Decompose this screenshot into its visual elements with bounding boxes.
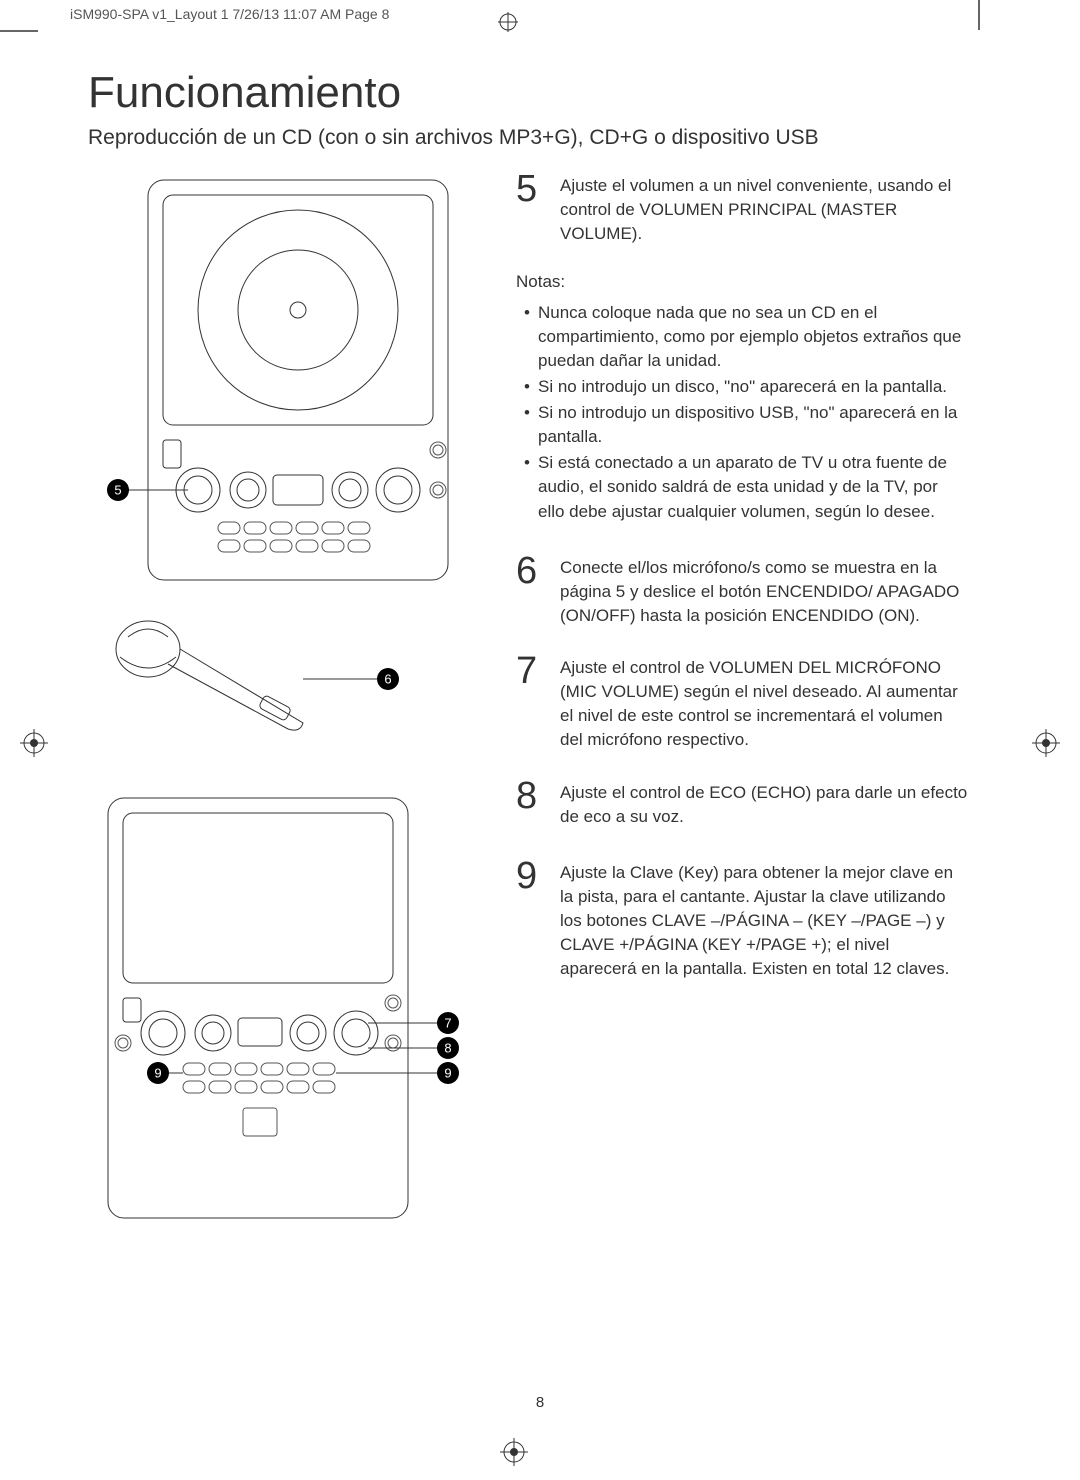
- page-title: Funcionamiento: [88, 68, 968, 118]
- step-number: 5: [516, 170, 542, 246]
- print-header: iSM990-SPA v1_Layout 1 7/26/13 11:07 AM …: [70, 6, 389, 22]
- text-column: 5 Ajuste el volumen a un nivel convenien…: [516, 170, 968, 1247]
- step-text: Ajuste el control de VOLUMEN DEL MICRÓFO…: [560, 652, 968, 753]
- device-diagram-top: 5: [88, 170, 488, 590]
- step-5: 5 Ajuste el volumen a un nivel convenien…: [516, 170, 968, 246]
- note-item: Si no introdujo un disco, "no" aparecerá…: [516, 375, 968, 399]
- svg-text:9: 9: [154, 1066, 161, 1081]
- step-8: 8 Ajuste el control de ECO (ECHO) para d…: [516, 777, 968, 829]
- crop-mark: [0, 30, 38, 32]
- note-item: Si no introdujo un dispositivo USB, "no"…: [516, 401, 968, 449]
- svg-text:6: 6: [384, 672, 391, 687]
- step-number: 7: [516, 652, 542, 753]
- crop-mark: [978, 0, 980, 30]
- microphone-diagram: 6: [88, 609, 488, 769]
- step-9: 9 Ajuste la Clave (Key) para obtener la …: [516, 857, 968, 982]
- svg-text:5: 5: [114, 483, 121, 498]
- note-item: Nunca coloque nada que no sea un CD en e…: [516, 301, 968, 373]
- step-text: Ajuste la Clave (Key) para obtener la me…: [560, 857, 968, 982]
- step-text: Conecte el/los micrófono/s como se muest…: [560, 552, 968, 628]
- svg-text:8: 8: [444, 1041, 451, 1056]
- device-diagram-bottom: 7 8 9 9: [88, 788, 488, 1228]
- notes-heading: Notas:: [516, 270, 968, 294]
- registration-mark-icon: [498, 12, 518, 32]
- step-7: 7 Ajuste el control de VOLUMEN DEL MICRÓ…: [516, 652, 968, 753]
- note-item: Si está conectado a un aparato de TV u o…: [516, 451, 968, 523]
- page-number: 8: [536, 1394, 544, 1411]
- page-content: Funcionamiento Reproducción de un CD (co…: [88, 68, 968, 1247]
- registration-mark-icon: [500, 1438, 528, 1466]
- registration-mark-icon: [20, 729, 48, 757]
- step-6: 6 Conecte el/los micrófono/s como se mue…: [516, 552, 968, 628]
- step-text: Ajuste el volumen a un nivel conveniente…: [560, 170, 968, 246]
- notes-list: Nunca coloque nada que no sea un CD en e…: [516, 301, 968, 524]
- svg-text:7: 7: [444, 1016, 451, 1031]
- diagram-column: 5 6: [88, 170, 488, 1247]
- step-text: Ajuste el control de ECO (ECHO) para dar…: [560, 777, 968, 829]
- step-number: 9: [516, 857, 542, 982]
- page-subtitle: Reproducción de un CD (con o sin archivo…: [88, 126, 968, 150]
- step-number: 8: [516, 777, 542, 829]
- registration-mark-icon: [1032, 729, 1060, 757]
- svg-text:9: 9: [444, 1066, 451, 1081]
- step-number: 6: [516, 552, 542, 628]
